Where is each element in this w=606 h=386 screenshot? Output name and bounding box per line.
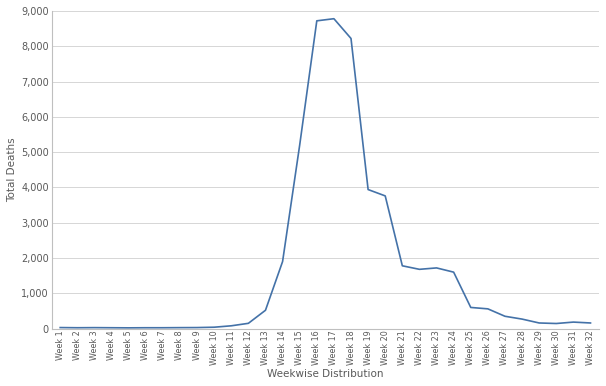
X-axis label: Weekwise Distribution: Weekwise Distribution bbox=[267, 369, 384, 379]
Y-axis label: Total Deaths: Total Deaths bbox=[7, 137, 17, 202]
